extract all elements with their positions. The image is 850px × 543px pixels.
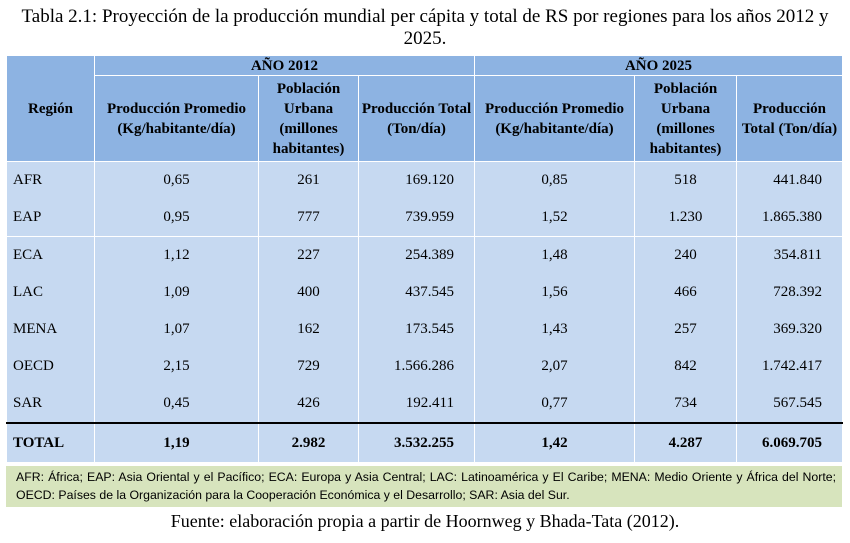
urban-population-2012-cell: 261 (258, 161, 359, 199)
col-header-production-avg-2012: Producción Promedio (Kg/habitante/día) (94, 75, 259, 162)
table-row: AFR 0,65 261 169.120 0,85 518 441.840 (6, 161, 843, 199)
col-header-urban-population-2012: Población Urbana (millones habitantes) (258, 75, 359, 162)
source-caption: Fuente: elaboración propia a partir de H… (170, 511, 680, 531)
urban-population-2025-cell: 240 (634, 236, 737, 274)
production-avg-2012-cell: 0,95 (94, 199, 259, 237)
production-total-2025-cell: 6.069.705 (736, 422, 843, 462)
region-cell: OECD (6, 348, 95, 385)
urban-population-2012-cell: 2.982 (258, 422, 359, 462)
data-table: Región AÑO 2012 AÑO 2025 Producción Prom… (6, 55, 843, 462)
region-cell: SAR (6, 385, 95, 423)
production-total-2012-cell: 437.545 (358, 274, 475, 311)
production-total-2025-cell: 441.840 (736, 161, 843, 199)
production-total-2025-cell: 354.811 (736, 236, 843, 274)
production-total-2012-cell: 1.566.286 (358, 348, 475, 385)
production-avg-2025-cell: 1,42 (474, 422, 635, 462)
data-table-container: Región AÑO 2012 AÑO 2025 Producción Prom… (6, 55, 843, 462)
production-avg-2012-cell: 1,19 (94, 422, 259, 462)
table-title: Tabla 2.1: Proyección de la producción m… (21, 6, 829, 49)
year-2025-header: AÑO 2025 (474, 55, 843, 76)
production-total-2012-cell: 739.959 (358, 199, 475, 237)
year-header-row: Región AÑO 2012 AÑO 2025 (6, 55, 843, 162)
region-cell: LAC (6, 274, 95, 311)
table-row: ECA 1,12 227 254.389 1,48 240 354.811 (6, 236, 843, 274)
production-avg-2025-cell: 1,48 (474, 236, 635, 274)
production-total-2025-cell: 1.742.417 (736, 348, 843, 385)
abbreviations-note: AFR: África; EAP: Asia Oriental y el Pac… (6, 466, 842, 507)
production-avg-2025-cell: 2,07 (474, 348, 635, 385)
production-total-2025-cell: 369.320 (736, 311, 843, 348)
col-header-production-avg-2025: Producción Promedio (Kg/habitante/día) (474, 75, 635, 162)
year-2012-header: AÑO 2012 (94, 55, 475, 76)
col-header-production-total-2025: Producción Total (Ton/día) (736, 75, 843, 162)
region-cell: EAP (6, 199, 95, 237)
production-avg-2025-cell: 0,85 (474, 161, 635, 199)
production-avg-2012-cell: 2,15 (94, 348, 259, 385)
column-header-row: Producción Promedio (Kg/habitante/día) P… (7, 75, 843, 162)
urban-population-2012-cell: 162 (258, 311, 359, 348)
col-header-production-total-2012: Producción Total (Ton/día) (358, 75, 475, 162)
urban-population-2012-cell: 400 (258, 274, 359, 311)
urban-population-2025-cell: 257 (634, 311, 737, 348)
region-cell: ECA (6, 236, 95, 274)
table-row: OECD 2,15 729 1.566.286 2,07 842 1.742.417 (6, 348, 843, 385)
production-total-2025-cell: 567.545 (736, 385, 843, 423)
production-avg-2025-cell: 1,56 (474, 274, 635, 311)
region-cell: AFR (6, 161, 95, 199)
production-avg-2012-cell: 1,12 (94, 236, 259, 274)
production-avg-2025-cell: 1,43 (474, 311, 635, 348)
production-total-2025-cell: 1.865.380 (736, 199, 843, 237)
table-row: SAR 0,45 426 192.411 0,77 734 567.545 (6, 385, 843, 423)
urban-population-2012-cell: 729 (258, 348, 359, 385)
production-avg-2025-cell: 0,77 (474, 385, 635, 423)
production-total-2025-cell: 728.392 (736, 274, 843, 311)
table-row: EAP 0,95 777 739.959 1,52 1.230 1.865.380 (6, 199, 843, 237)
region-cell: MENA (6, 311, 95, 348)
region-header: Región (6, 55, 95, 162)
production-total-2012-cell: 169.120 (358, 161, 475, 199)
production-total-2012-cell: 3.532.255 (358, 422, 475, 462)
urban-population-2025-cell: 1.230 (634, 199, 737, 237)
urban-population-2025-cell: 466 (634, 274, 737, 311)
urban-population-2012-cell: 227 (258, 236, 359, 274)
urban-population-2025-cell: 518 (634, 161, 737, 199)
production-avg-2012-cell: 0,65 (94, 161, 259, 199)
production-total-2012-cell: 192.411 (358, 385, 475, 423)
urban-population-2012-cell: 777 (258, 199, 359, 237)
table-body: AFR 0,65 261 169.120 0,85 518 441.840 EAP 0,95 77… (6, 161, 843, 462)
urban-population-2025-cell: 734 (634, 385, 737, 423)
total-row: TOTAL 1,19 2.982 3.532.255 1,42 4.287 6.069.70… (6, 422, 843, 462)
urban-population-2025-cell: 842 (634, 348, 737, 385)
urban-population-2012-cell: 426 (258, 385, 359, 423)
region-cell: TOTAL (6, 422, 95, 462)
production-total-2012-cell: 173.545 (358, 311, 475, 348)
production-avg-2012-cell: 1,09 (94, 274, 259, 311)
col-header-urban-population-2025: Población Urbana (millones habitantes) (634, 75, 737, 162)
production-avg-2025-cell: 1,52 (474, 199, 635, 237)
table-row: LAC 1,09 400 437.545 1,56 466 728.392 (6, 274, 843, 311)
table-row: MENA 1,07 162 173.545 1,43 257 369.320 (6, 311, 843, 348)
production-avg-2012-cell: 0,45 (94, 385, 259, 423)
urban-population-2025-cell: 4.287 (634, 422, 737, 462)
production-avg-2012-cell: 1,07 (94, 311, 259, 348)
production-total-2012-cell: 254.389 (358, 236, 475, 274)
